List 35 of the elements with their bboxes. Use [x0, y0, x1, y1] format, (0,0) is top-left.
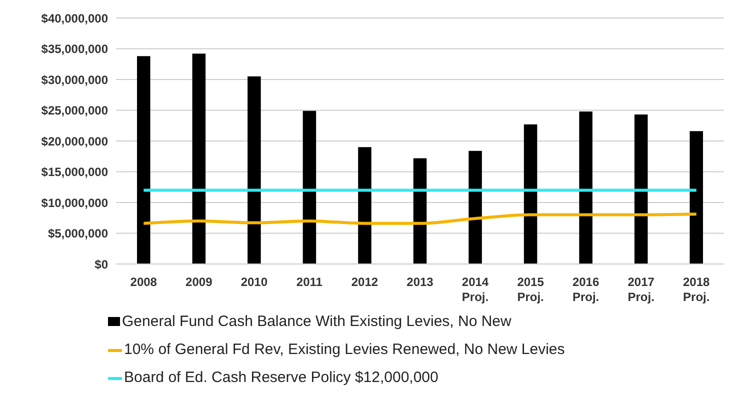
x-tick-label: 2010 — [240, 275, 268, 289]
line-series — [142, 212, 698, 225]
y-tick-label: $15,000,000 — [41, 165, 108, 180]
x-tick-label: 2013 — [406, 275, 434, 289]
legend-label: Board of Ed. Cash Reserve Policy $12,000,000 — [123, 368, 440, 388]
y-tick-label: $20,000,000 — [41, 134, 108, 148]
y-tick-label: $40,000,000 — [41, 11, 108, 26]
legend-label: 10% of General Fd Rev, Existing Levies Renewed, No New Levies — [123, 340, 566, 360]
y-tick-label: $25,000,000 — [41, 104, 108, 118]
bar — [524, 124, 538, 264]
bar — [634, 114, 648, 264]
x-tick-label: 2011 — [296, 275, 323, 289]
x-tick-label: 2012 — [351, 275, 378, 289]
x-tick-label: 2009 — [186, 275, 213, 289]
bar — [413, 158, 427, 264]
x-tick-label: 2018 Proj. — [683, 275, 710, 304]
bar — [192, 54, 206, 264]
x-tick-label: 2014 Proj. — [462, 275, 489, 304]
bar — [137, 56, 150, 264]
bar — [302, 110, 316, 264]
y-tick-label: $0 — [94, 257, 108, 272]
bar — [358, 147, 372, 264]
bar — [690, 131, 703, 264]
y-tick-label: $30,000,000 — [41, 72, 108, 87]
bar — [468, 150, 482, 264]
x-tick-label: 2017 Proj. — [628, 275, 655, 304]
bar — [579, 111, 592, 264]
bar — [248, 76, 261, 264]
x-tick-label: 2016 Proj. — [572, 275, 600, 304]
legend-label: General Fund Cash Balance With Existing Levies, No New — [121, 312, 512, 332]
x-tick-label: 2015 Proj. — [517, 275, 544, 304]
x-tick-label: 2008 — [130, 275, 158, 289]
y-tick-label: $5,000,000 — [48, 226, 108, 241]
y-tick-label: $10,000,000 — [41, 196, 108, 210]
y-tick-label: $35,000,000 — [41, 42, 108, 56]
